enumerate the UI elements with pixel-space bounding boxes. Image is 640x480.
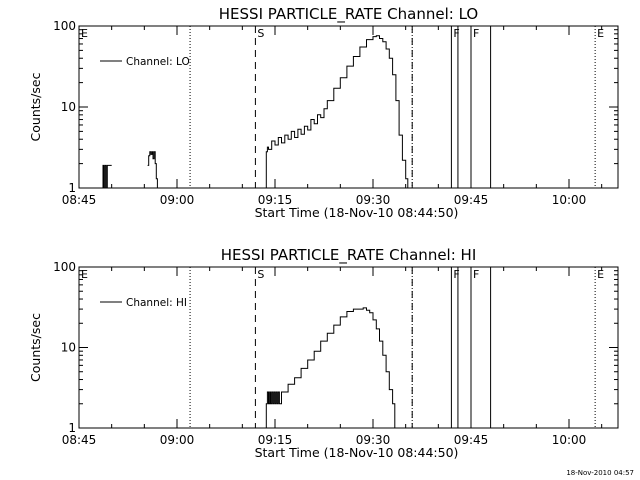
plot-frame [78, 25, 619, 189]
x-tick-label: 09:00 [160, 193, 195, 207]
flag-label: F [453, 27, 459, 40]
legend-entry: Channel: LO [126, 56, 190, 68]
x-tick-label: 09:15 [258, 433, 293, 447]
x-tick-label: 09:30 [356, 433, 391, 447]
flag-label: F [473, 268, 479, 281]
x-tick-label: 08:45 [62, 433, 97, 447]
chart-title: HESSI PARTICLE_RATE Channel: LO [219, 5, 478, 24]
x-tick-label: 10:00 [552, 433, 587, 447]
y-tick-label: 1 [68, 181, 76, 195]
x-tick-label: 09:45 [454, 433, 489, 447]
x-axis-label: Start Time (18-Nov-10 08:44:50) [255, 205, 459, 220]
x-tick-label: 08:45 [62, 193, 97, 207]
legend-entry: Channel: HI [126, 297, 187, 309]
chart-panel-1: HESSI PARTICLE_RATE Channel: LO 1 10 100 08:… [28, 5, 619, 220]
plot-frame [78, 266, 619, 429]
flag-label: E [81, 27, 88, 40]
y-tick-label: 10 [61, 100, 76, 114]
x-tick-label: 09:00 [160, 433, 195, 447]
x-tick-label: 09:30 [356, 193, 391, 207]
flag-label: F [453, 268, 459, 281]
flag-label: E [597, 27, 604, 40]
series-line [101, 35, 409, 189]
flag-label: S [257, 27, 264, 40]
chart-panel-2: HESSI PARTICLE_RATE Channel: HI 1 10 100 08:… [28, 246, 619, 460]
x-axis-label: Start Time (18-Nov-10 08:44:50) [255, 445, 459, 460]
x-tick-label: 10:00 [552, 193, 587, 207]
timestamp: 18-Nov-2010 04:57 [566, 469, 634, 477]
flag-label: S [257, 268, 264, 281]
chart-title: HESSI PARTICLE_RATE Channel: HI [221, 246, 477, 265]
flag-label: E [81, 268, 88, 281]
flag-label: E [597, 268, 604, 281]
series-line [264, 307, 396, 429]
y-axis-label: Counts/sec [28, 313, 43, 382]
y-tick-label: 1 [68, 421, 76, 435]
x-tick-label: 09:45 [454, 193, 489, 207]
flag-label: F [473, 27, 479, 40]
y-tick-label: 100 [53, 19, 76, 33]
y-tick-label: 100 [53, 260, 76, 274]
y-axis-label: Counts/sec [28, 72, 43, 141]
y-tick-label: 10 [61, 341, 76, 355]
x-tick-label: 09:15 [258, 193, 293, 207]
